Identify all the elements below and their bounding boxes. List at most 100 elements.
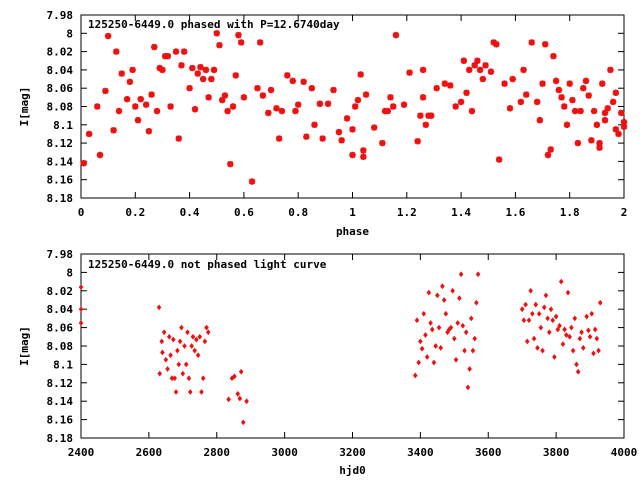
data-point	[452, 103, 459, 110]
y-tick-label: 8.18	[47, 192, 74, 205]
data-point	[414, 138, 421, 145]
y-tick-label: 8.14	[47, 395, 74, 408]
data-point	[474, 299, 479, 306]
data-point	[303, 133, 310, 140]
data-point	[557, 322, 562, 329]
data-point	[468, 107, 476, 115]
data-point	[180, 370, 186, 377]
data-point	[189, 64, 196, 72]
data-point	[171, 336, 176, 343]
data-point	[362, 91, 370, 98]
data-point	[265, 109, 272, 117]
data-point	[462, 347, 467, 354]
data-point	[545, 315, 550, 322]
data-point	[528, 287, 533, 294]
data-point	[570, 347, 576, 354]
data-point	[517, 98, 525, 106]
data-point	[426, 289, 432, 296]
data-point	[580, 85, 587, 92]
data-point	[552, 77, 560, 85]
data-point	[159, 338, 165, 345]
data-point	[542, 41, 549, 48]
data-point	[148, 91, 155, 98]
y-tick-label: 7.98	[47, 9, 74, 22]
data-point	[590, 107, 598, 115]
data-point	[533, 301, 539, 308]
data-point	[569, 96, 576, 104]
data-point	[440, 283, 445, 290]
data-point	[607, 66, 614, 74]
data-point	[569, 324, 574, 331]
x-axis-label: hjd0	[339, 464, 366, 477]
data-point	[176, 361, 182, 368]
data-point	[601, 109, 609, 117]
data-point	[275, 135, 283, 142]
data-point	[552, 354, 557, 360]
y-tick-label: 8.1	[53, 119, 73, 132]
data-point	[523, 301, 528, 308]
data-point	[179, 324, 184, 331]
data-point	[232, 72, 239, 79]
y-tick-label: 8.08	[47, 340, 74, 353]
data-point	[509, 75, 516, 83]
data-point	[501, 80, 508, 87]
data-point	[208, 75, 215, 83]
data-point	[218, 96, 226, 104]
data-point	[476, 66, 484, 74]
data-point	[560, 341, 566, 348]
data-point	[447, 82, 454, 89]
data-point	[197, 333, 203, 340]
data-point	[216, 41, 223, 49]
data-point	[96, 151, 104, 159]
x-tick-label: 2600	[136, 446, 163, 459]
data-point	[530, 310, 535, 317]
data-point	[429, 326, 435, 333]
data-point	[118, 70, 125, 77]
data-point	[224, 107, 231, 115]
x-axis-label: phase	[336, 225, 369, 238]
data-point	[588, 137, 595, 144]
data-point	[316, 100, 324, 107]
y-tick-label: 8.16	[47, 174, 74, 187]
data-point	[165, 366, 170, 372]
data-point	[448, 324, 454, 331]
data-point	[526, 317, 532, 324]
x-tick-label: 3400	[407, 446, 434, 459]
data-point	[531, 335, 537, 342]
data-point	[156, 304, 162, 311]
x-tick-label: 2800	[204, 446, 231, 459]
data-point	[463, 329, 469, 336]
data-point	[319, 135, 326, 142]
data-point	[126, 78, 134, 85]
data-point	[589, 310, 595, 317]
data-point	[338, 137, 345, 144]
data-point	[110, 127, 117, 134]
data-point	[205, 94, 212, 101]
data-point	[547, 146, 554, 153]
data-point	[300, 78, 307, 85]
data-point	[487, 68, 495, 75]
data-point	[244, 398, 249, 405]
data-point	[580, 344, 586, 351]
data-point	[360, 147, 367, 154]
data-point	[115, 107, 123, 115]
data-point	[292, 107, 299, 115]
data-point	[571, 107, 579, 115]
x-tick-label: 0	[78, 206, 85, 219]
data-point	[311, 121, 318, 128]
data-point	[535, 344, 540, 351]
data-point	[558, 94, 565, 101]
data-point	[164, 52, 172, 60]
y-tick-label: 8	[66, 27, 73, 40]
data-point	[438, 344, 444, 351]
data-point	[418, 338, 423, 345]
data-point	[406, 69, 413, 76]
data-point	[178, 62, 185, 69]
data-point	[360, 153, 367, 161]
data-point	[524, 338, 530, 345]
data-point	[591, 350, 596, 357]
data-point	[567, 333, 573, 340]
data-point	[163, 356, 169, 363]
data-point	[129, 66, 136, 74]
data-point	[465, 384, 471, 391]
